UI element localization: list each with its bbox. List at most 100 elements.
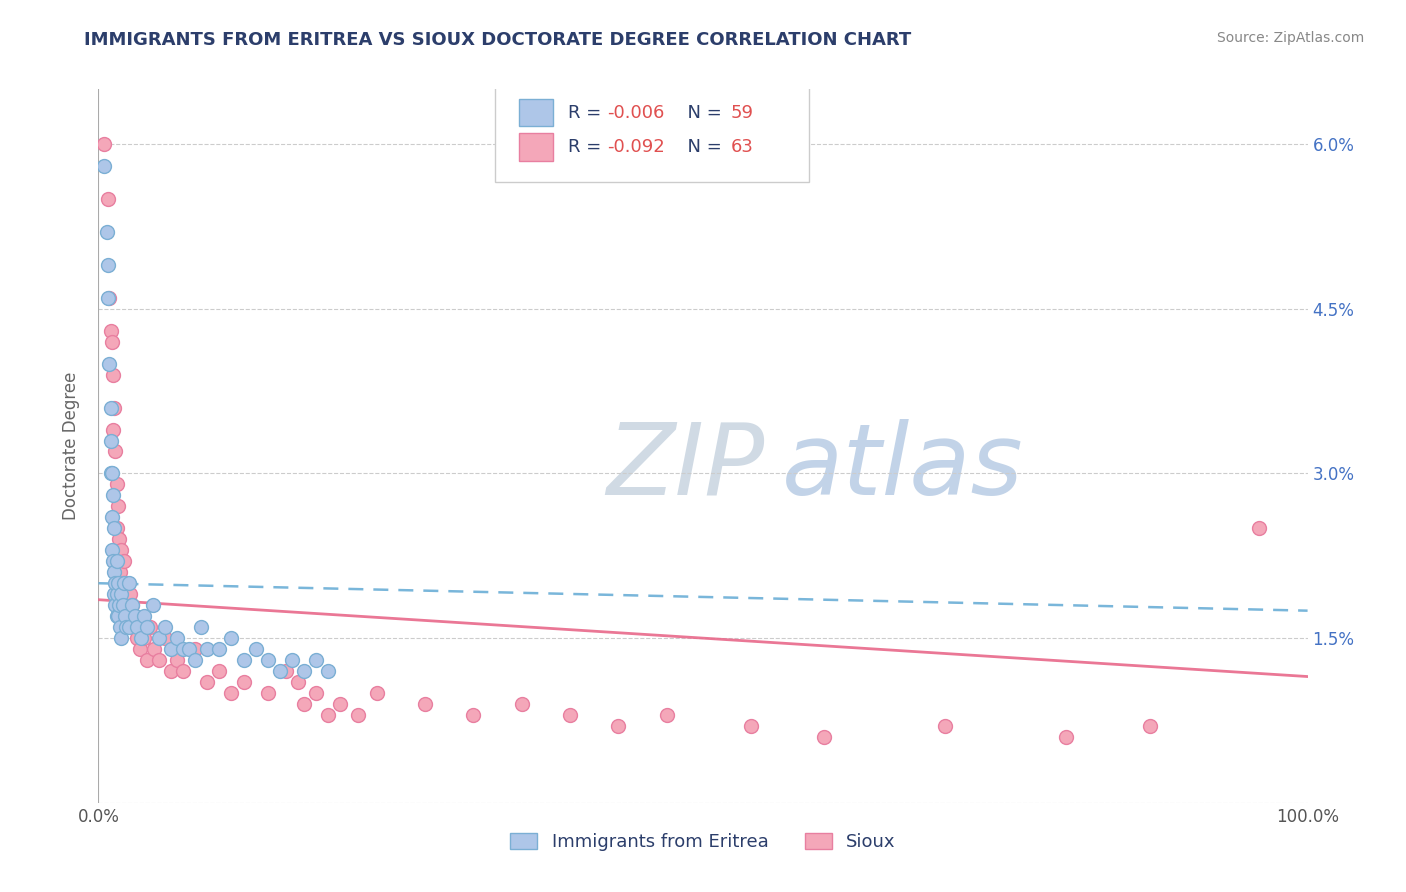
Point xyxy=(287,675,309,690)
Point xyxy=(184,642,207,657)
Point xyxy=(127,631,149,645)
Point xyxy=(221,631,243,645)
Point xyxy=(118,609,141,624)
Point xyxy=(127,620,149,634)
Point xyxy=(114,609,136,624)
Point xyxy=(100,324,122,338)
Point xyxy=(347,708,370,723)
Text: N =: N = xyxy=(676,103,728,121)
Point xyxy=(232,653,254,667)
Point xyxy=(740,719,762,733)
Point xyxy=(124,609,146,624)
Point xyxy=(1139,719,1161,733)
Point xyxy=(110,587,132,601)
Point xyxy=(120,620,142,634)
Point xyxy=(129,631,152,645)
Point xyxy=(256,686,278,700)
Point xyxy=(104,576,127,591)
Legend: Immigrants from Eritrea, Sioux: Immigrants from Eritrea, Sioux xyxy=(503,825,903,858)
FancyBboxPatch shape xyxy=(495,82,810,182)
Text: ZIP: ZIP xyxy=(606,419,765,516)
Point xyxy=(100,543,122,558)
Point xyxy=(108,566,131,580)
Point xyxy=(108,598,131,612)
Point xyxy=(510,697,533,711)
Point xyxy=(139,620,162,634)
Point xyxy=(128,642,150,657)
Point xyxy=(1054,730,1077,744)
Point xyxy=(221,686,243,700)
Point xyxy=(274,664,297,678)
Point xyxy=(124,609,146,624)
Point xyxy=(121,598,143,612)
Point xyxy=(105,521,128,535)
Text: atlas: atlas xyxy=(782,419,1024,516)
Point xyxy=(305,653,328,667)
Point xyxy=(166,653,188,667)
Point xyxy=(813,730,835,744)
Point xyxy=(100,510,122,524)
Point xyxy=(97,258,120,272)
Point xyxy=(105,554,128,568)
Point xyxy=(97,192,120,206)
Point xyxy=(256,653,278,667)
Point xyxy=(97,291,120,305)
Text: R =: R = xyxy=(568,103,606,121)
Point xyxy=(104,444,127,458)
Point xyxy=(98,357,121,371)
Point xyxy=(153,631,176,645)
Point xyxy=(305,686,328,700)
Point xyxy=(463,708,485,723)
Point xyxy=(148,631,170,645)
Point xyxy=(108,620,131,634)
Point xyxy=(121,598,143,612)
Point xyxy=(292,664,315,678)
Point xyxy=(135,653,157,667)
Point xyxy=(110,631,132,645)
Text: -0.092: -0.092 xyxy=(607,138,665,156)
Point xyxy=(112,576,135,591)
Point xyxy=(107,576,129,591)
Point xyxy=(208,664,231,678)
Point xyxy=(100,401,122,415)
Point xyxy=(107,500,129,514)
Point xyxy=(135,620,157,634)
Point xyxy=(118,576,141,591)
Point xyxy=(103,566,125,580)
Point xyxy=(110,543,132,558)
Point xyxy=(111,576,134,591)
Text: N =: N = xyxy=(676,138,728,156)
Text: IMMIGRANTS FROM ERITREA VS SIOUX DOCTORATE DEGREE CORRELATION CHART: IMMIGRANTS FROM ERITREA VS SIOUX DOCTORA… xyxy=(84,31,911,49)
Point xyxy=(245,642,267,657)
Point xyxy=(166,631,188,645)
Point xyxy=(190,620,212,634)
Point xyxy=(195,675,218,690)
Point xyxy=(160,664,183,678)
Point xyxy=(153,620,176,634)
Point xyxy=(105,477,128,491)
Point xyxy=(103,401,125,415)
Point xyxy=(117,598,139,612)
Point xyxy=(1249,521,1271,535)
Text: 59: 59 xyxy=(731,103,754,121)
Point xyxy=(131,620,153,634)
Y-axis label: Doctorate Degree: Doctorate Degree xyxy=(62,372,80,520)
Point xyxy=(934,719,956,733)
Point xyxy=(100,434,122,448)
Point xyxy=(101,368,124,382)
Point xyxy=(115,576,138,591)
Point xyxy=(101,488,124,502)
Point xyxy=(115,620,138,634)
Point xyxy=(101,554,124,568)
Point xyxy=(316,708,339,723)
Point xyxy=(103,587,125,601)
Point xyxy=(100,467,122,481)
FancyBboxPatch shape xyxy=(519,134,553,161)
Point xyxy=(143,642,166,657)
Point xyxy=(105,587,128,601)
Point xyxy=(413,697,436,711)
Point xyxy=(107,609,129,624)
Point xyxy=(366,686,388,700)
Point xyxy=(232,675,254,690)
Point xyxy=(208,642,231,657)
